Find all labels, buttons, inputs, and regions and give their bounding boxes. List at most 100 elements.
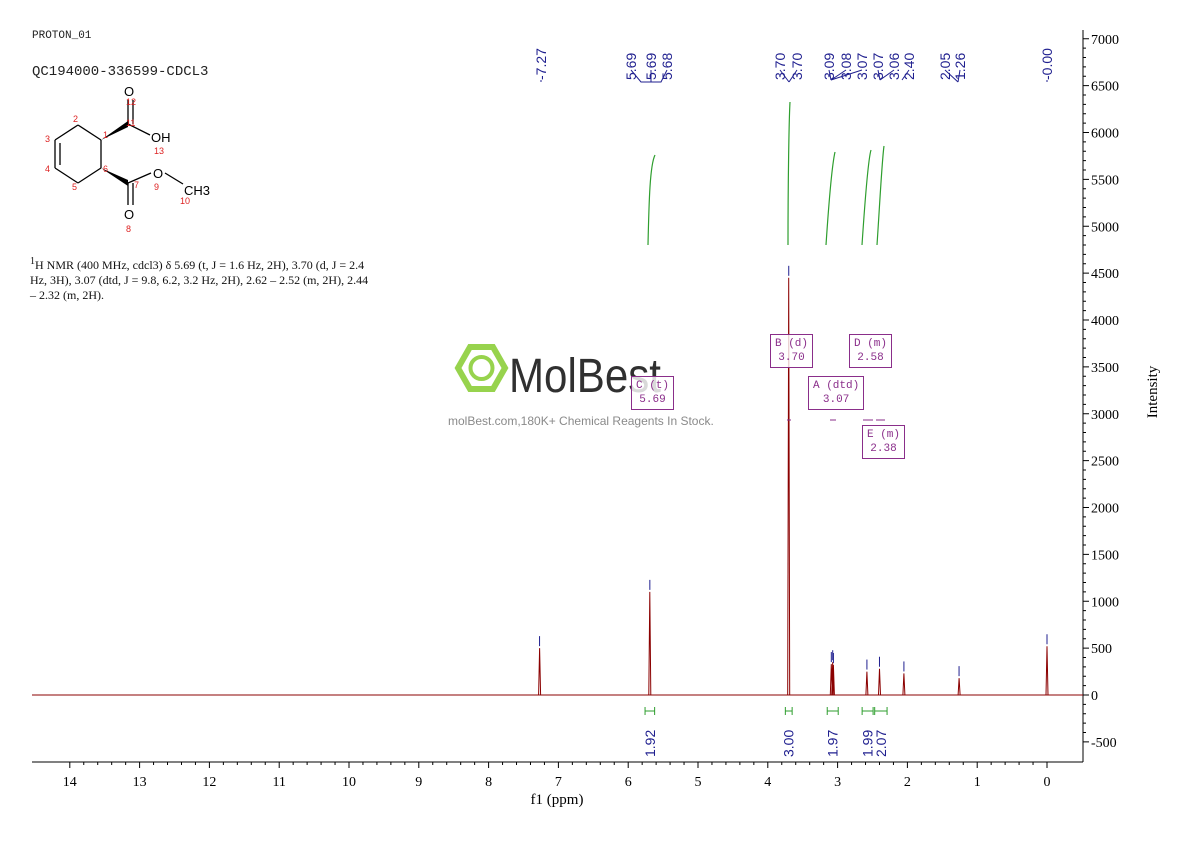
- multiplet-box-A: A (dtd) 3.07: [808, 376, 864, 410]
- multiplet-label: A (dtd): [813, 379, 859, 393]
- peak-label: 5.69: [643, 53, 659, 80]
- peak-label: 3.07: [854, 53, 870, 80]
- peak-label: 1.26: [952, 53, 968, 80]
- atom-number-10: 10: [180, 196, 190, 206]
- spectrum-trace: [32, 278, 1083, 695]
- y-tick-label: 5000: [1091, 220, 1119, 235]
- atom-number-8: 8: [126, 224, 131, 234]
- x-tick-label: 9: [415, 775, 422, 790]
- x-tick-label: 12: [202, 775, 216, 790]
- x-tick-label: 13: [133, 775, 147, 790]
- x-tick-label: 11: [272, 775, 285, 790]
- integral-curve-238: [877, 146, 884, 245]
- multiplet-shift: 3.07: [813, 393, 859, 407]
- y-tick-label: 5500: [1091, 173, 1119, 188]
- multiplet-shift: 5.69: [636, 393, 669, 407]
- multiplet-shift: 2.58: [854, 351, 887, 365]
- atom-number-13: 13: [154, 146, 164, 156]
- y-tick-label: 4000: [1091, 314, 1119, 329]
- x-tick-label: 14: [63, 775, 77, 790]
- integral-curve-370: [788, 102, 790, 245]
- y-tick-label: 4500: [1091, 267, 1119, 282]
- integral-curve-307: [826, 152, 835, 245]
- y-tick-label: 6000: [1091, 127, 1119, 142]
- y-tick-label: 2500: [1091, 455, 1119, 470]
- atom-OH-13: OH: [151, 130, 171, 145]
- dataset-name: PROTON_01: [32, 30, 91, 42]
- multiplet-label: B (d): [775, 337, 808, 351]
- peak-label: 3.70: [789, 53, 805, 80]
- bond-9-10: [165, 173, 183, 184]
- bond-2-3: [55, 125, 78, 140]
- atom-number-11: 11: [126, 118, 135, 128]
- y-axis-label: Intensity: [1145, 365, 1161, 418]
- molbest-hexagon-icon: [458, 347, 505, 389]
- bond-4-5: [55, 168, 78, 183]
- multiplet-shift: 3.70: [775, 351, 808, 365]
- y-tick-label: 2000: [1091, 502, 1119, 517]
- peak-label: -0.00: [1039, 48, 1055, 80]
- x-tick-label: 3: [834, 775, 841, 790]
- atom-number-1: 1: [103, 130, 108, 140]
- peak-label: 3.08: [838, 53, 854, 80]
- peak-label: 5.68: [659, 53, 675, 80]
- peak-top-ticks: [540, 266, 1047, 676]
- atom-number-4: 4: [45, 164, 50, 174]
- atom-number-3: 3: [45, 134, 50, 144]
- peak-label: 2.05: [937, 53, 953, 80]
- integral-value: 2.07: [873, 730, 889, 757]
- atom-O-9: O: [153, 166, 163, 181]
- integral-curves: [648, 102, 884, 245]
- peak-label: 2.40: [901, 53, 917, 80]
- integral-value: 3.00: [781, 730, 797, 757]
- atom-number-7: 7: [134, 180, 139, 190]
- integral-value: 1.97: [825, 730, 841, 757]
- x-tick-label: 1: [974, 775, 981, 790]
- x-tick-label: 6: [625, 775, 632, 790]
- bond-7-9: [128, 173, 151, 183]
- multiplet-label: D (m): [854, 337, 887, 351]
- x-tick-label: 10: [342, 775, 356, 790]
- y-tick-label: 7000: [1091, 33, 1119, 48]
- peak-label: 3.06: [886, 53, 902, 80]
- bond-1-2: [78, 125, 101, 140]
- peak-label: 3.07: [870, 53, 886, 80]
- x-ticks: 14 13 12 11 10 9 8 7 6 5 4 3 2 1 0: [63, 762, 1051, 790]
- peak-labels: -7.27 5.69 5.69 5.68 3.70 3.70 3.09 3.08 3.07 3.0…: [533, 48, 1055, 80]
- x-tick-label: 7: [555, 775, 562, 790]
- x-axis-label: f1 (ppm): [531, 792, 584, 808]
- multiplet-label: C (t): [636, 379, 669, 393]
- peak-label: 3.09: [821, 53, 837, 80]
- multiplet-box-B: B (d) 3.70: [770, 334, 813, 368]
- peak-label: 3.70: [772, 53, 788, 80]
- multiplet-label: E (m): [867, 428, 900, 442]
- structure-labels: O OH O O CH3: [124, 84, 210, 222]
- x-tick-label: 8: [485, 775, 492, 790]
- y-tick-label: 6500: [1091, 80, 1119, 95]
- integral-curve-258: [862, 150, 871, 245]
- y-tick-label: 500: [1091, 642, 1112, 657]
- y-tick-label: -500: [1091, 736, 1117, 751]
- peak-label: -7.27: [533, 48, 549, 80]
- y-tick-label: 1000: [1091, 595, 1119, 610]
- atom-number-2: 2: [73, 114, 78, 124]
- x-tick-label: 2: [904, 775, 911, 790]
- y-tick-label: 3500: [1091, 361, 1119, 376]
- sample-title: QC194000-336599-CDCL3: [32, 64, 208, 80]
- watermark-tagline: molBest.com,180K+ Chemical Reagents In S…: [448, 414, 714, 428]
- x-tick-label: 4: [764, 775, 771, 790]
- y-tick-label: 3000: [1091, 408, 1119, 423]
- integral-curve-569: [648, 155, 655, 245]
- multiplet-box-C: C (t) 5.69: [631, 376, 674, 410]
- atom-numbers: 1 2 3 4 5 6 7 8 9 10 11 12 13: [45, 97, 190, 234]
- y-ticks: -500 0 500 1000 1500 2000 2500 3000 3500 4000 4500…: [1083, 33, 1119, 751]
- integral-marks: 1.92 3.00 1.97 1.992.07: [642, 707, 889, 757]
- multiplet-shift: 2.38: [867, 442, 900, 456]
- atom-number-9: 9: [154, 182, 159, 192]
- integral-value: 1.92: [642, 730, 658, 757]
- y-tick-label: 1500: [1091, 548, 1119, 563]
- x-tick-label: 5: [695, 775, 702, 790]
- atom-number-12: 12: [126, 97, 136, 107]
- nmr-description: 1H NMR (400 MHz, cdcl3) δ 5.69 (t, J = 1…: [30, 254, 370, 303]
- y-tick-label: 0: [1091, 689, 1098, 704]
